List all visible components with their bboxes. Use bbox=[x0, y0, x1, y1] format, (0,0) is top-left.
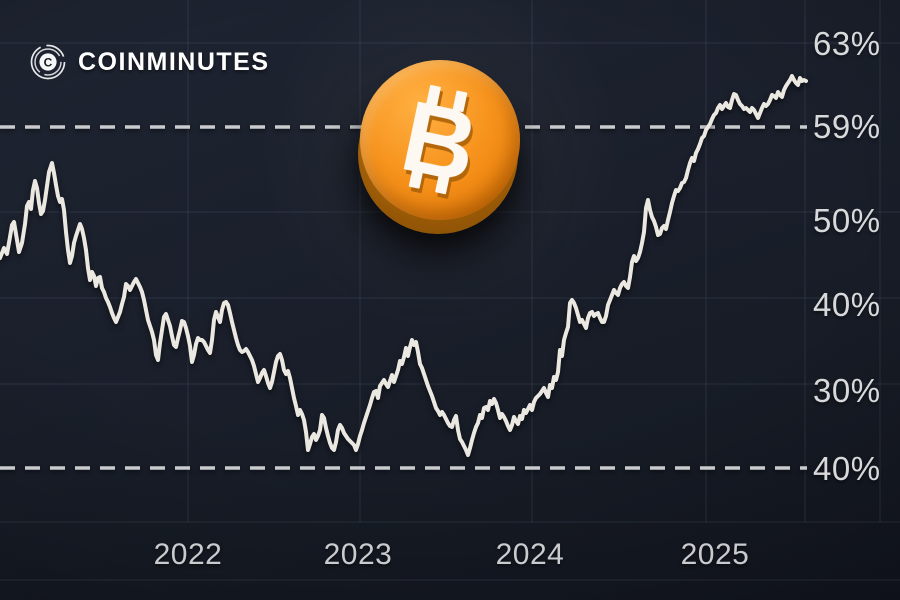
bitcoin-logo: B bbox=[358, 60, 522, 238]
bitcoin-b-icon: B bbox=[393, 80, 487, 205]
icon-letter: C bbox=[44, 55, 53, 69]
coinminutes-icon: C bbox=[30, 44, 66, 80]
coinminutes-logo: C COINMINUTES bbox=[28, 42, 270, 82]
bitcoin-b-letter: B bbox=[393, 80, 487, 205]
brand-name: COINMINUTES bbox=[78, 47, 270, 76]
